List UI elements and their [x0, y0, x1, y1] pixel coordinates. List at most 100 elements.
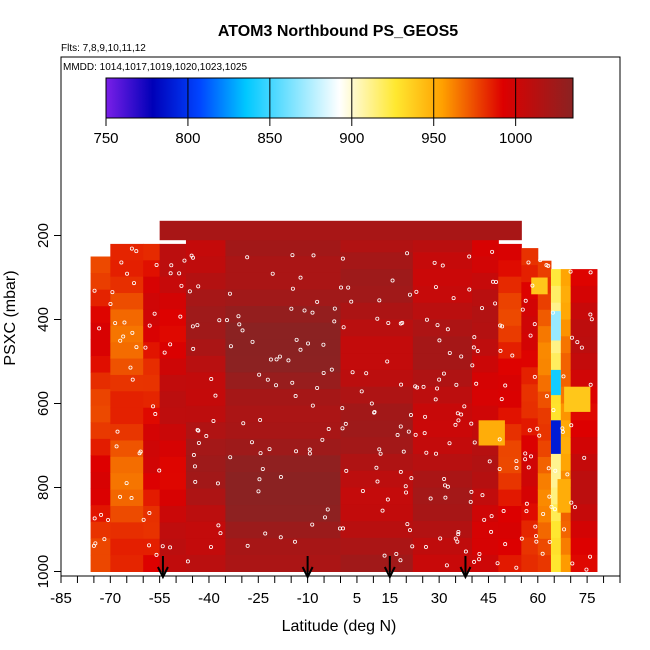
observation-marker	[204, 434, 209, 439]
heatmap-patch	[557, 479, 571, 513]
observation-marker	[196, 440, 201, 445]
heatmap-cell	[472, 272, 499, 290]
observation-marker	[315, 299, 320, 304]
observation-marker	[445, 327, 450, 332]
observation-marker	[110, 290, 115, 295]
observation-marker	[321, 342, 326, 347]
heatmap-cell	[472, 339, 499, 357]
heatmap-cell	[143, 538, 161, 556]
observation-marker	[544, 394, 549, 399]
observation-marker	[414, 289, 419, 294]
heatmap-patch	[550, 369, 561, 396]
heatmap-cell	[159, 489, 187, 507]
heatmap-cell	[143, 260, 161, 278]
heatmap-cell	[412, 336, 473, 354]
observation-marker	[553, 468, 558, 473]
heatmap-cell	[570, 487, 598, 505]
observation-marker	[360, 489, 365, 494]
observation-marker	[489, 514, 494, 519]
observation-marker	[523, 451, 528, 456]
observation-marker	[409, 476, 414, 481]
heatmap-cell	[90, 273, 111, 291]
observation-marker	[124, 481, 129, 486]
observation-marker	[401, 449, 406, 454]
observation-marker	[147, 323, 152, 328]
observation-marker	[258, 418, 263, 423]
colorbar-tick-label: 850	[257, 130, 282, 147]
observation-marker	[321, 370, 326, 375]
heatmap-cell	[185, 239, 226, 257]
heatmap-cell	[159, 342, 187, 360]
heatmap-cell	[90, 538, 111, 556]
x-tick-label: -70	[99, 590, 121, 607]
observation-marker	[398, 469, 403, 474]
heatmap-cell	[340, 269, 414, 287]
observation-marker	[433, 285, 438, 290]
heatmap-cell	[412, 285, 473, 304]
observation-marker	[547, 494, 552, 499]
heatmap-cell	[185, 322, 226, 340]
heatmap-cell	[560, 336, 572, 354]
observation-marker	[196, 428, 201, 433]
observation-marker	[456, 529, 461, 534]
heatmap-cell	[159, 505, 187, 523]
observation-marker	[306, 341, 311, 346]
heatmap-cell	[537, 358, 552, 376]
observation-marker	[538, 258, 543, 263]
heatmap-cell	[159, 325, 187, 343]
observation-marker	[228, 455, 233, 460]
heatmap-cell	[570, 285, 598, 304]
observation-marker	[298, 347, 303, 352]
heatmap-cell	[472, 289, 499, 307]
heatmap-cell	[340, 487, 414, 505]
observation-marker	[349, 299, 354, 304]
observation-marker	[469, 489, 474, 494]
observation-marker	[589, 258, 594, 263]
heatmap-cell	[521, 299, 539, 317]
observation-marker	[128, 365, 133, 370]
heatmap-cell	[110, 325, 144, 343]
y-tick-label: 400	[35, 307, 52, 332]
observation-marker	[406, 429, 411, 434]
heatmap-cell	[412, 437, 473, 455]
heatmap-cell	[521, 435, 539, 453]
heatmap-cell	[340, 537, 414, 556]
observation-marker	[340, 406, 345, 411]
heatmap-cell	[498, 522, 522, 540]
observation-marker	[258, 451, 263, 456]
heatmap-cell	[225, 521, 341, 539]
x-tick-label: -25	[247, 590, 269, 607]
flight-arrow-head	[157, 566, 169, 580]
heatmap-cell	[537, 473, 552, 491]
heatmap-cell	[521, 384, 539, 402]
observation-marker	[168, 342, 173, 347]
observation-marker	[394, 551, 399, 556]
heatmap-cell	[90, 306, 111, 324]
observation-marker	[129, 496, 134, 501]
heatmap-cell	[110, 440, 144, 458]
heatmap-top-cell	[159, 220, 522, 241]
x-tick-label: 75	[579, 590, 596, 607]
observation-marker	[524, 509, 529, 514]
heatmap-cell	[159, 374, 187, 392]
heatmap-cell	[550, 336, 562, 354]
observation-marker	[390, 278, 395, 283]
observation-marker	[459, 412, 464, 417]
observation-marker	[459, 354, 464, 359]
heatmap-cell	[498, 358, 522, 376]
heatmap-cell	[185, 389, 226, 407]
observation-marker	[447, 441, 452, 446]
observation-marker	[423, 545, 428, 550]
observation-marker	[179, 283, 184, 288]
heatmap-cell	[340, 353, 414, 371]
observation-marker	[274, 383, 279, 388]
heatmap-cell	[412, 453, 473, 472]
heatmap-cell	[90, 405, 111, 423]
heatmap-cell	[90, 472, 111, 490]
observation-marker	[523, 298, 528, 303]
observation-marker	[134, 249, 139, 254]
observation-marker	[102, 537, 107, 542]
heatmap-cell	[225, 438, 341, 456]
observation-marker	[178, 314, 183, 319]
